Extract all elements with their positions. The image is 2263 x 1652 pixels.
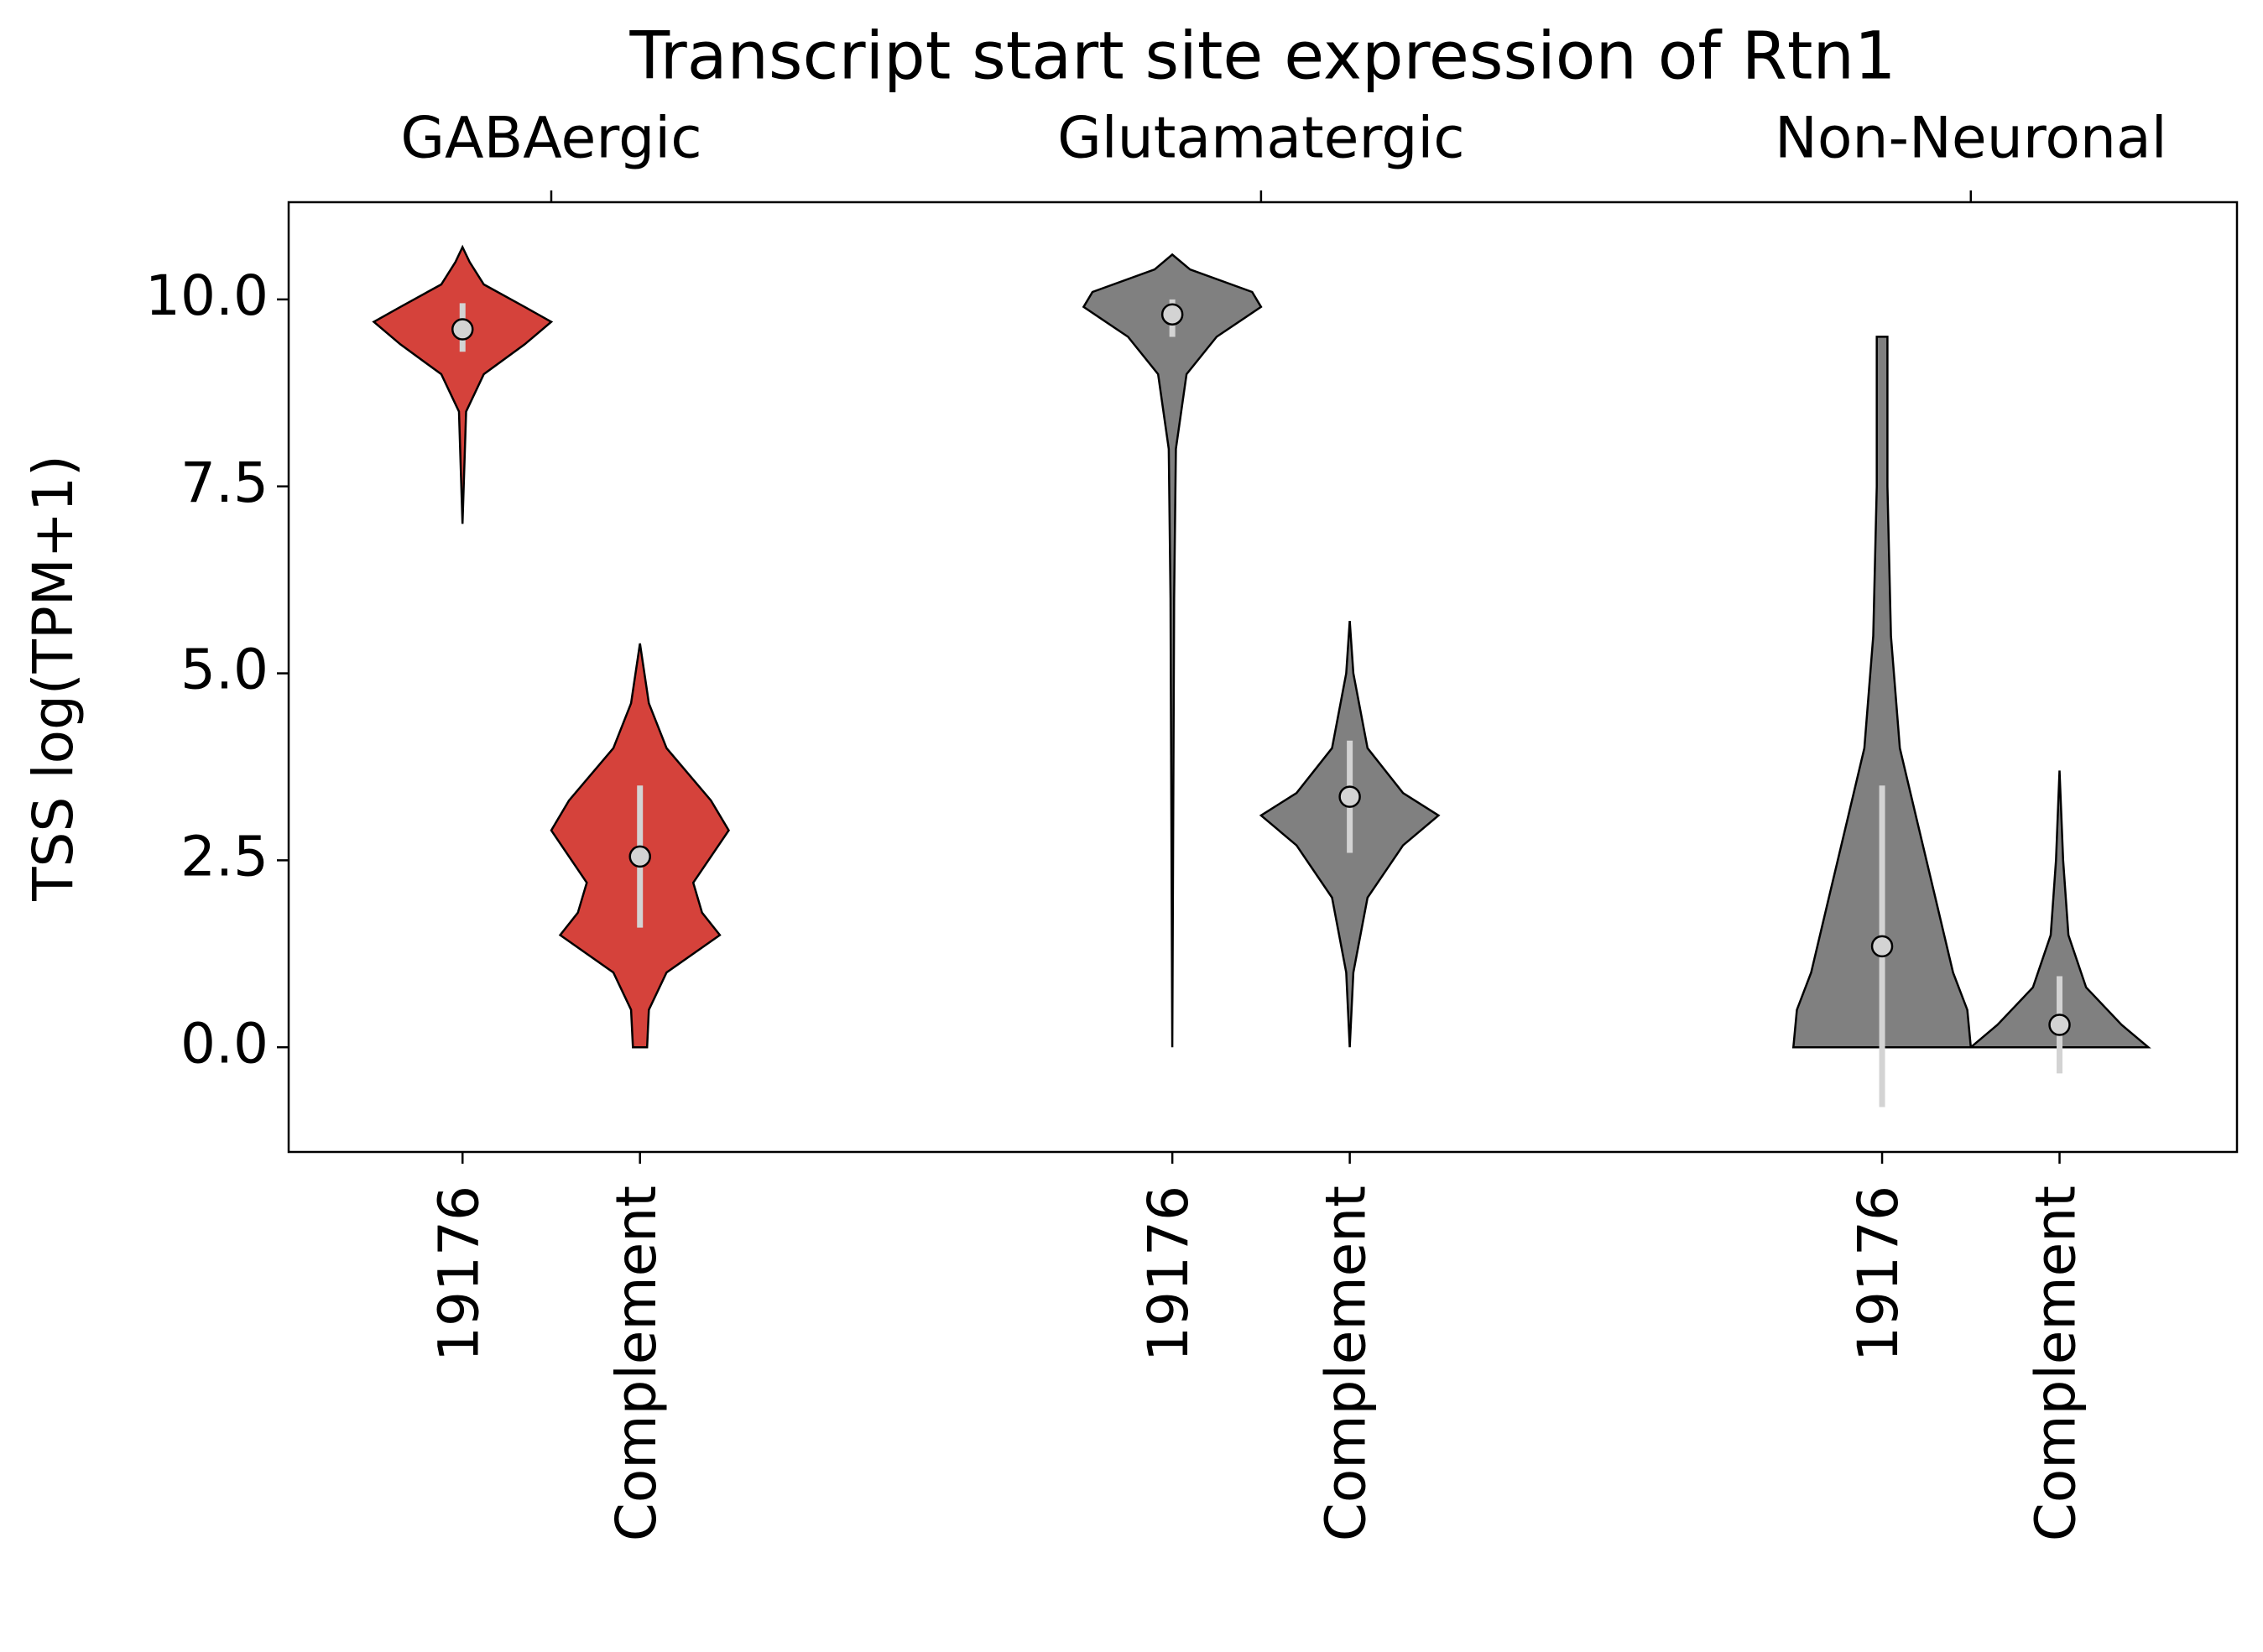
group-label: Non-Neuronal [1775,106,2167,172]
center-dot [628,845,651,868]
center-dot [2048,1014,2071,1036]
y-tick-label: 5.0 [180,638,269,702]
x-tick-label: 19176 [1846,1186,1911,1362]
group-label: Glutamatergic [1057,106,1465,172]
center-dot [1338,785,1361,808]
x-tick-label: 19176 [1136,1186,1201,1362]
plot-frame [287,201,2239,1154]
chart-title: Transcript start site expression of Rtn1 [628,18,1895,94]
violin-body [372,244,554,524]
y-tick-label: 7.5 [180,451,269,515]
center-dot [451,318,474,341]
group-label: GABAergic [400,106,701,172]
violin-body [1082,253,1263,1048]
x-tick-label: Complement [1314,1186,1379,1541]
center-dot [1160,303,1184,326]
x-tick-label: 19176 [426,1186,491,1362]
y-axis-label: TSS log(TPM+1) [21,455,86,902]
violin-body [1968,770,2151,1049]
y-tick-label: 10.0 [145,263,269,328]
violin-body [1791,336,1973,1049]
x-tick-label: Complement [2024,1186,2088,1541]
y-tick-label: 0.0 [180,1011,269,1076]
x-tick-label: Complement [604,1186,669,1541]
center-dot [1870,935,1894,958]
y-tick-label: 2.5 [180,824,269,889]
